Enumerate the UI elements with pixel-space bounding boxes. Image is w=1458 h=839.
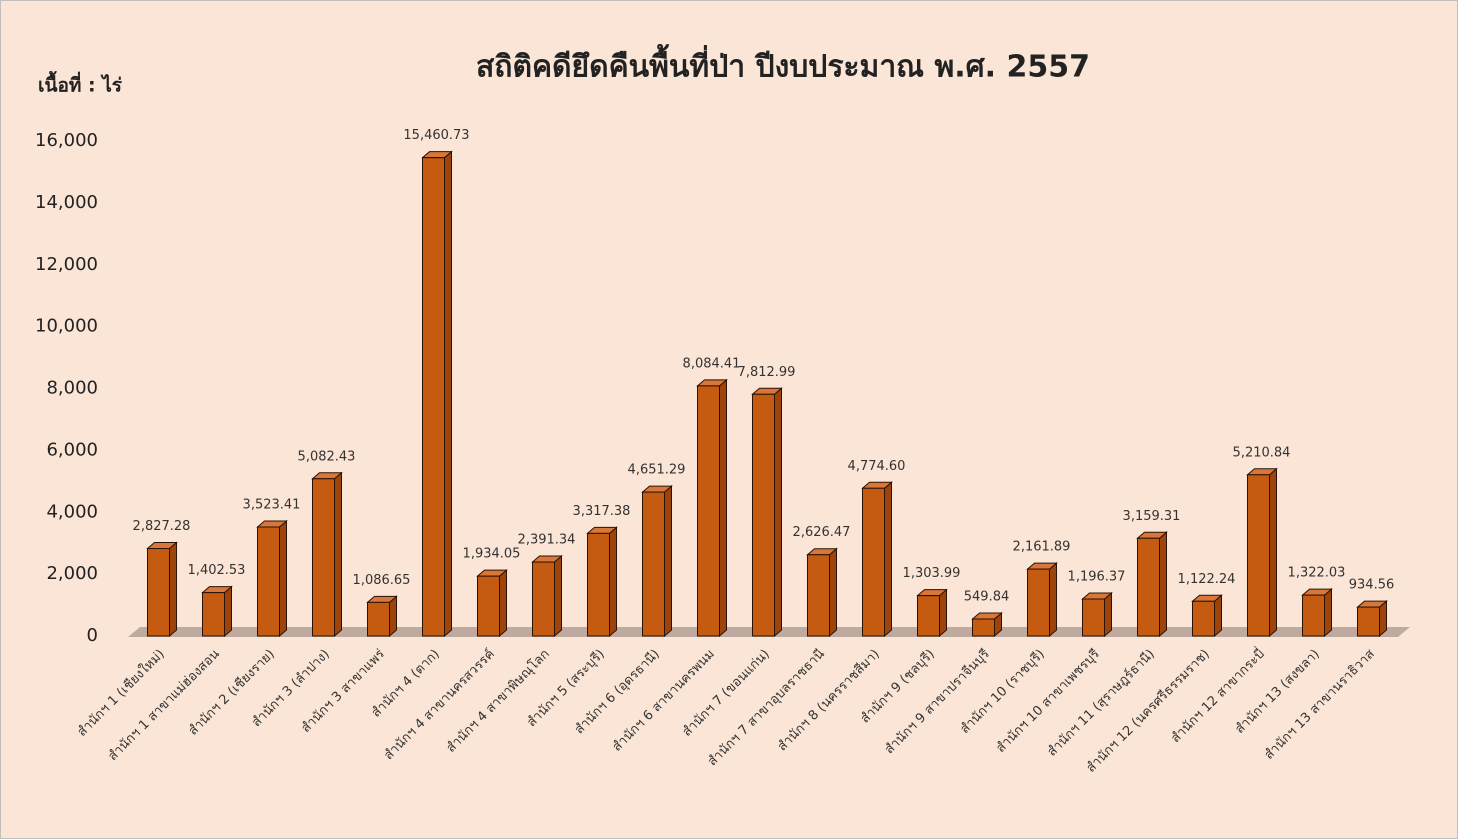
bar-side	[829, 547, 837, 638]
value-label: 3,523.41	[243, 497, 301, 512]
value-label: 5,082.43	[298, 449, 356, 464]
y-tick-label: 4,000	[46, 501, 98, 522]
bar-side	[224, 585, 232, 638]
y-tick-label: 12,000	[35, 254, 98, 275]
bar-side	[554, 554, 562, 638]
bar	[697, 385, 720, 637]
bar-side	[1159, 531, 1167, 638]
value-label: 1,322.03	[1288, 566, 1346, 581]
bar	[752, 393, 775, 637]
bar	[587, 532, 610, 637]
bar-side	[939, 588, 947, 638]
bar	[312, 478, 335, 637]
bar-side	[1049, 562, 1057, 638]
bar-side	[279, 519, 287, 638]
bar	[807, 554, 830, 637]
value-label: 2,626.47	[793, 525, 851, 540]
bar	[917, 595, 940, 637]
bar-side	[169, 541, 177, 638]
value-label: 4,651.29	[628, 463, 686, 478]
value-label: 8,084.41	[683, 356, 741, 371]
bar-side	[389, 595, 397, 638]
value-label: 1,086.65	[353, 573, 411, 588]
bar	[1137, 537, 1160, 637]
value-label: 3,159.31	[1123, 509, 1181, 524]
value-label: 15,460.73	[403, 128, 469, 143]
bar	[1027, 568, 1050, 637]
bar	[972, 618, 995, 637]
bar	[1082, 598, 1105, 637]
value-label: 4,774.60	[848, 459, 906, 474]
bar-side	[1214, 594, 1222, 638]
y-tick-label: 8,000	[46, 378, 98, 399]
y-tick-label: 6,000	[46, 439, 98, 460]
bar-side	[334, 471, 342, 638]
value-label: 2,391.34	[518, 533, 576, 548]
bar	[532, 561, 555, 637]
bar-side	[664, 485, 672, 638]
y-tick-label: 10,000	[35, 316, 98, 337]
y-tick-label: 0	[87, 625, 98, 646]
bar-side	[719, 378, 727, 638]
value-label: 1,402.53	[188, 563, 246, 578]
bar	[862, 487, 885, 637]
value-label: 934.56	[1349, 578, 1395, 593]
bar-side	[499, 569, 507, 638]
bar-side	[774, 387, 782, 638]
bar	[202, 592, 225, 637]
value-label: 5,210.84	[1233, 445, 1291, 460]
bar	[642, 491, 665, 637]
bar	[1192, 600, 1215, 637]
value-label: 2,161.89	[1013, 540, 1071, 555]
bar-side	[609, 526, 617, 638]
bar-side	[884, 481, 892, 638]
value-label: 549.84	[964, 589, 1010, 604]
value-label: 3,317.38	[573, 504, 631, 519]
bar	[257, 526, 280, 637]
bar	[477, 575, 500, 637]
y-tick-label: 14,000	[35, 192, 98, 213]
bar	[1302, 594, 1325, 637]
value-label: 1,122.24	[1178, 572, 1236, 587]
bar	[1247, 474, 1270, 637]
value-label: 1,196.37	[1068, 569, 1126, 584]
y-tick-label: 16,000	[35, 130, 98, 151]
bar	[1357, 606, 1380, 637]
value-label: 1,303.99	[903, 566, 961, 581]
y-tick-label: 2,000	[46, 563, 98, 584]
bar	[422, 157, 445, 637]
bar	[147, 548, 170, 637]
value-label: 7,812.99	[738, 365, 796, 380]
bar-side	[1269, 467, 1277, 638]
y-axis-label: เนื้อที่ : ไร่	[38, 71, 123, 97]
value-label: 1,934.05	[463, 547, 521, 562]
value-label: 2,827.28	[133, 519, 191, 534]
bar-side	[444, 150, 452, 638]
bar-side	[1104, 591, 1112, 638]
bar	[367, 601, 390, 637]
chart-title: สถิติคดียึดคืนพื้นที่ป่า ปีงบประมาณ พ.ศ.…	[476, 44, 1090, 85]
bar-side	[1324, 588, 1332, 638]
